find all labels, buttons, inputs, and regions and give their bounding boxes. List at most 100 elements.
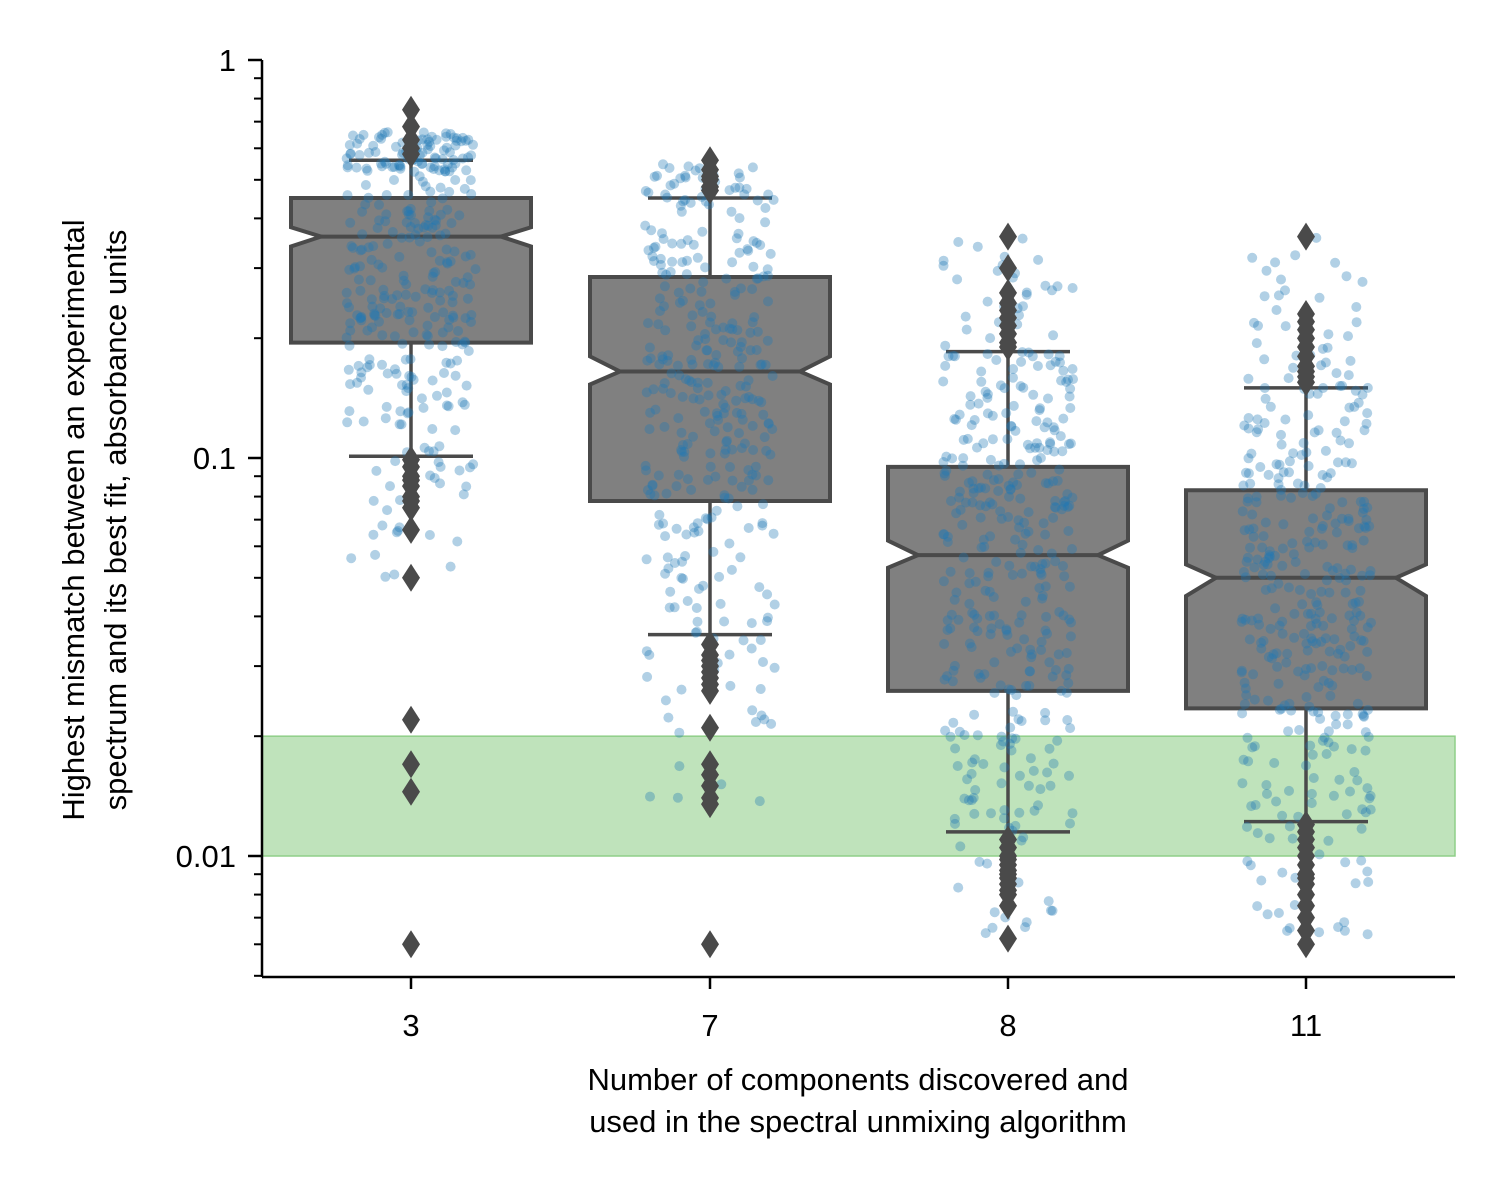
data-point — [729, 286, 740, 297]
data-point — [1312, 600, 1323, 611]
data-point — [1062, 502, 1073, 512]
data-point — [973, 398, 984, 409]
data-point — [1359, 711, 1369, 722]
data-point — [410, 230, 421, 241]
data-point — [969, 622, 980, 633]
data-point — [663, 563, 674, 574]
data-point — [970, 785, 981, 795]
data-point — [1345, 355, 1356, 366]
data-point — [942, 531, 953, 542]
data-point — [1237, 506, 1248, 517]
data-point — [987, 434, 998, 445]
data-point — [732, 501, 743, 512]
data-point — [1002, 629, 1013, 640]
data-point — [757, 518, 768, 529]
data-point — [1297, 599, 1308, 610]
data-point — [413, 223, 424, 234]
data-point — [435, 478, 445, 489]
data-point — [1042, 767, 1053, 778]
data-point — [1029, 805, 1040, 816]
data-point — [1256, 875, 1267, 886]
data-point — [694, 394, 705, 405]
data-point — [1242, 821, 1252, 832]
data-point — [434, 287, 445, 298]
data-point — [1321, 575, 1332, 586]
data-point — [1324, 503, 1335, 514]
data-point — [1252, 554, 1263, 565]
data-point — [438, 307, 449, 318]
data-point — [700, 334, 711, 345]
data-point — [341, 153, 352, 164]
data-point — [1061, 648, 1072, 658]
data-point — [389, 569, 400, 580]
data-point — [470, 264, 481, 275]
data-point — [765, 248, 776, 259]
data-point — [1040, 581, 1051, 592]
data-point — [692, 383, 703, 394]
data-point — [671, 523, 682, 534]
data-point — [1060, 496, 1071, 506]
data-point — [1264, 551, 1275, 562]
data-point — [427, 287, 437, 298]
data-point — [731, 233, 742, 244]
data-point — [1360, 807, 1371, 818]
data-point — [655, 253, 666, 264]
data-point — [1005, 722, 1016, 733]
data-point — [1276, 274, 1286, 285]
data-point — [1053, 649, 1064, 660]
data-point — [400, 354, 411, 365]
data-point — [422, 139, 433, 150]
data-point — [1362, 704, 1373, 715]
data-point — [1047, 285, 1057, 296]
data-point — [465, 279, 476, 290]
data-point — [701, 345, 712, 356]
data-point — [965, 391, 976, 402]
data-point — [1034, 583, 1045, 593]
data-point — [1048, 758, 1059, 769]
data-point — [1015, 547, 1026, 558]
data-point — [1045, 360, 1056, 371]
data-point — [754, 582, 765, 593]
data-point — [417, 134, 428, 145]
data-point — [975, 512, 986, 523]
data-point — [1357, 570, 1368, 581]
data-point — [409, 218, 420, 228]
data-point — [762, 335, 773, 346]
data-point — [1059, 500, 1070, 511]
data-point — [980, 585, 991, 596]
data-point — [1064, 500, 1075, 511]
data-point — [700, 262, 711, 273]
data-point — [665, 180, 676, 191]
axis-layer: 3 7 8 11 0.01 0.1 1 — [176, 43, 1455, 1043]
data-point — [750, 717, 761, 727]
data-point — [1047, 905, 1058, 916]
data-point — [1043, 896, 1054, 907]
data-point — [672, 360, 683, 371]
data-point — [357, 206, 368, 217]
data-point — [760, 217, 771, 228]
data-point — [425, 186, 436, 197]
data-point — [962, 774, 973, 785]
data-point — [966, 420, 977, 431]
data-point — [1245, 542, 1255, 553]
data-point — [381, 190, 392, 200]
data-point — [1347, 664, 1358, 675]
data-point — [403, 190, 414, 200]
data-point — [405, 354, 416, 365]
data-point — [682, 474, 693, 485]
data-point — [763, 296, 773, 307]
data-point — [1047, 671, 1058, 682]
data-point — [1331, 427, 1342, 438]
data-point — [1350, 385, 1361, 396]
data-point — [1249, 741, 1260, 752]
data-point — [995, 380, 1006, 391]
data-point — [1344, 610, 1355, 621]
data-point — [662, 192, 673, 203]
data-point — [966, 642, 977, 653]
data-point — [1284, 821, 1295, 832]
data-point — [422, 144, 433, 155]
data-point — [1005, 484, 1016, 495]
data-point — [676, 238, 687, 249]
data-point — [654, 293, 665, 304]
